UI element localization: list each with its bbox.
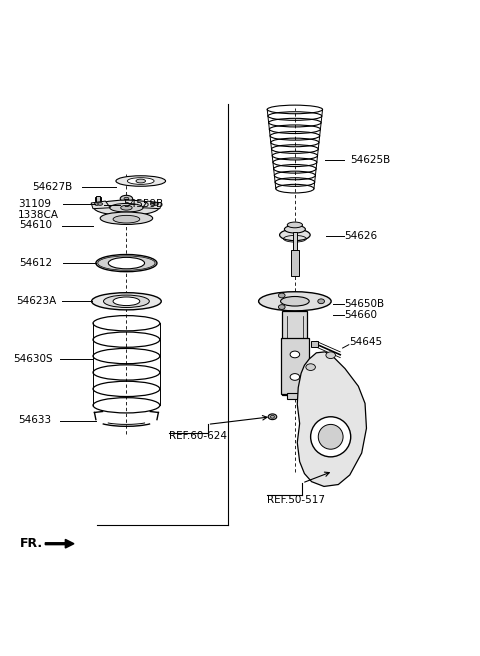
- Ellipse shape: [104, 295, 149, 308]
- Text: 54633: 54633: [18, 415, 51, 424]
- Ellipse shape: [290, 374, 300, 380]
- Bar: [311, 341, 318, 347]
- Ellipse shape: [287, 222, 302, 228]
- Ellipse shape: [284, 226, 305, 233]
- Ellipse shape: [311, 417, 351, 457]
- Ellipse shape: [318, 424, 343, 449]
- Ellipse shape: [120, 205, 132, 210]
- Bar: [282, 311, 307, 395]
- Ellipse shape: [127, 178, 154, 184]
- Ellipse shape: [116, 176, 166, 186]
- Ellipse shape: [278, 293, 285, 298]
- Ellipse shape: [318, 299, 324, 304]
- Ellipse shape: [120, 195, 132, 202]
- Polygon shape: [91, 201, 110, 209]
- FancyArrow shape: [45, 539, 74, 548]
- Text: 54625B: 54625B: [350, 155, 390, 165]
- Ellipse shape: [154, 203, 158, 205]
- Text: 54612: 54612: [20, 258, 53, 268]
- Ellipse shape: [290, 351, 300, 358]
- Polygon shape: [143, 201, 162, 209]
- Text: REF.50-517: REF.50-517: [267, 495, 325, 505]
- Ellipse shape: [124, 197, 129, 200]
- Ellipse shape: [95, 203, 99, 205]
- Text: 54627B: 54627B: [33, 182, 72, 192]
- Ellipse shape: [281, 297, 309, 306]
- Ellipse shape: [113, 215, 140, 223]
- Ellipse shape: [268, 414, 277, 420]
- Ellipse shape: [92, 293, 161, 310]
- Ellipse shape: [150, 203, 155, 205]
- Text: 31109
1338CA: 31109 1338CA: [18, 199, 59, 220]
- Text: 54626: 54626: [344, 232, 377, 241]
- Ellipse shape: [110, 203, 143, 212]
- Text: FR.: FR.: [20, 537, 43, 550]
- Text: 54645: 54645: [349, 337, 382, 347]
- Bar: [290, 250, 299, 276]
- Ellipse shape: [98, 203, 103, 205]
- Ellipse shape: [326, 352, 336, 359]
- Text: 54559B: 54559B: [123, 199, 163, 209]
- Ellipse shape: [100, 212, 153, 224]
- Ellipse shape: [108, 257, 144, 269]
- Bar: [293, 232, 297, 252]
- Text: 54630S: 54630S: [13, 354, 53, 363]
- Text: 54610: 54610: [20, 220, 52, 230]
- Text: 54660: 54660: [344, 310, 377, 320]
- Ellipse shape: [96, 255, 157, 272]
- Ellipse shape: [278, 304, 285, 310]
- Polygon shape: [297, 352, 366, 487]
- Text: REF.60-624: REF.60-624: [169, 431, 228, 441]
- Ellipse shape: [306, 364, 315, 371]
- Bar: [95, 197, 101, 201]
- Text: 54650B: 54650B: [344, 299, 384, 309]
- Ellipse shape: [94, 200, 159, 215]
- Ellipse shape: [280, 229, 310, 241]
- Ellipse shape: [136, 179, 145, 183]
- Ellipse shape: [259, 292, 331, 311]
- Ellipse shape: [113, 297, 140, 306]
- Bar: [287, 393, 302, 399]
- Bar: [96, 195, 100, 202]
- Text: 54623A: 54623A: [16, 297, 56, 306]
- Bar: [281, 338, 309, 394]
